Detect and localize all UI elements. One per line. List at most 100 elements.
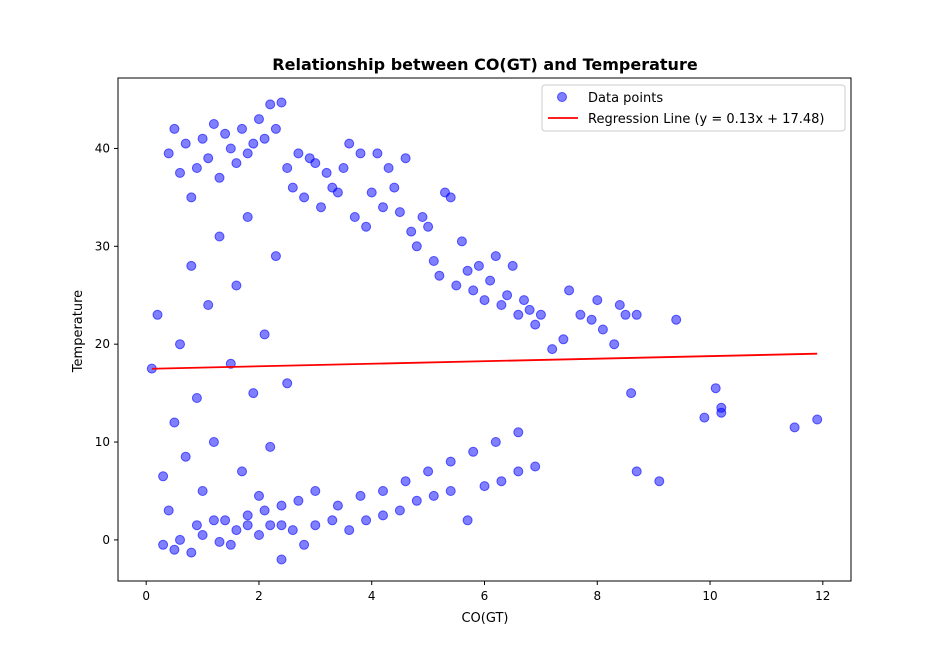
data-point xyxy=(214,231,225,242)
data-point xyxy=(287,525,298,536)
data-point xyxy=(710,383,721,394)
data-point xyxy=(242,148,253,159)
data-point xyxy=(282,163,293,173)
data-point xyxy=(513,466,524,477)
legend-label-regression: Regression Line (y = 0.13x + 17.48) xyxy=(588,112,824,127)
data-point xyxy=(434,270,445,281)
data-point xyxy=(265,441,276,452)
data-point xyxy=(293,495,304,506)
data-point xyxy=(191,393,202,403)
data-point xyxy=(445,456,456,467)
data-point xyxy=(445,486,456,496)
data-point xyxy=(361,221,372,232)
data-point xyxy=(169,417,180,428)
data-point xyxy=(473,260,484,271)
data-point xyxy=(237,123,247,134)
data-point xyxy=(592,295,603,306)
data-point xyxy=(242,520,253,531)
regression-line xyxy=(151,352,818,370)
data-point xyxy=(197,486,208,496)
data-point xyxy=(310,158,321,169)
data-point xyxy=(423,221,434,232)
data-point xyxy=(225,143,236,154)
data-point xyxy=(406,226,417,237)
data-point xyxy=(394,505,405,516)
data-point xyxy=(169,544,180,555)
data-point xyxy=(237,466,247,477)
data-point xyxy=(231,280,242,291)
data-point xyxy=(254,114,264,125)
data-point xyxy=(270,251,281,262)
x-tick-label: 12 xyxy=(815,589,830,603)
data-point xyxy=(225,539,236,550)
y-axis-label: Temperature xyxy=(71,290,86,373)
x-tick-label: 10 xyxy=(702,589,717,603)
data-point xyxy=(614,300,625,310)
data-point xyxy=(456,236,467,247)
legend-box xyxy=(541,84,846,132)
data-point xyxy=(519,295,529,306)
data-point xyxy=(575,309,586,320)
data-point xyxy=(175,534,185,545)
data-point xyxy=(479,295,490,306)
data-point xyxy=(259,505,270,516)
y-tick-label: 10 xyxy=(95,435,110,449)
data-point xyxy=(332,187,343,198)
x-tick-label: 6 xyxy=(481,589,489,603)
data-point xyxy=(530,461,541,472)
data-point xyxy=(468,446,479,457)
data-point xyxy=(620,309,631,320)
data-point xyxy=(716,407,727,418)
data-point xyxy=(152,309,163,320)
y-tick-label: 30 xyxy=(95,239,110,253)
chart-title: Relationship between CO(GT) and Temperat… xyxy=(272,55,698,74)
regression-line-layer xyxy=(151,352,818,370)
data-point xyxy=(220,128,231,139)
legend: Data points Regression Line (y = 0.13x +… xyxy=(541,84,846,132)
data-point xyxy=(496,476,507,487)
data-point xyxy=(609,339,620,350)
data-point xyxy=(270,123,281,134)
data-point xyxy=(513,427,524,438)
data-point xyxy=(203,153,214,164)
data-point xyxy=(163,148,174,159)
data-point xyxy=(265,520,276,531)
data-point xyxy=(203,300,214,310)
data-point xyxy=(671,314,682,325)
plot-frame xyxy=(117,77,852,582)
data-point xyxy=(372,148,383,159)
data-point xyxy=(214,536,225,547)
data-point xyxy=(299,539,310,550)
data-point xyxy=(524,304,535,315)
data-point xyxy=(316,202,326,213)
data-point xyxy=(564,285,575,296)
data-point xyxy=(383,163,394,173)
data-point xyxy=(445,192,456,203)
data-point xyxy=(507,260,518,271)
x-tick-label: 2 xyxy=(255,589,263,603)
data-point xyxy=(338,163,349,173)
data-point xyxy=(321,167,332,178)
data-point xyxy=(699,412,710,423)
data-point xyxy=(535,309,546,320)
data-point xyxy=(231,525,242,536)
data-point xyxy=(327,515,338,526)
y-axis-ticks: 0 10 20 30 40 xyxy=(95,141,118,547)
data-point xyxy=(310,486,321,496)
x-tick-label: 4 xyxy=(368,589,376,603)
data-point xyxy=(631,466,642,477)
data-point xyxy=(276,554,287,565)
data-point xyxy=(180,451,191,462)
data-point xyxy=(400,476,411,487)
data-point xyxy=(344,525,355,536)
data-point xyxy=(378,202,388,213)
data-point xyxy=(513,309,524,320)
data-point xyxy=(355,490,366,501)
data-point xyxy=(502,290,513,301)
data-point xyxy=(242,510,253,521)
data-point xyxy=(789,422,800,433)
data-point xyxy=(254,530,264,540)
data-point xyxy=(400,153,411,164)
data-point xyxy=(490,437,501,447)
